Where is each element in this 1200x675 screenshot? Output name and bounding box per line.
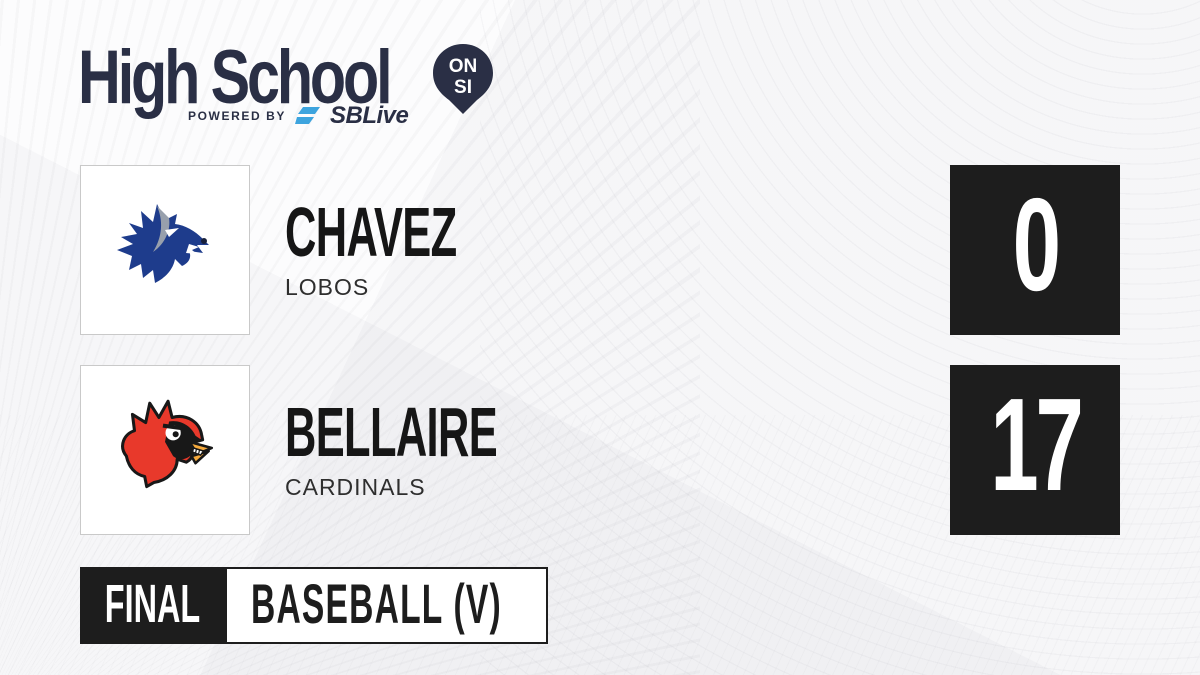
- team1-mascot: LOBOS: [285, 274, 370, 300]
- team1-name: CHAVEZ: [285, 193, 457, 271]
- team2-score: 17: [989, 371, 1084, 518]
- team2-score-box: 17: [950, 365, 1120, 535]
- team2-logo-box: [80, 365, 250, 535]
- status-bar: FINAL BASEBALL (V): [80, 567, 548, 644]
- powered-by-label: POWERED BY: [188, 109, 287, 123]
- final-label: FINAL: [104, 573, 201, 634]
- team1-name-block: CHAVEZ LOBOS: [285, 165, 845, 335]
- powered-by-row: POWERED BY SBLive: [188, 102, 409, 129]
- team2-name: BELLAIRE: [285, 393, 498, 471]
- final-badge: FINAL: [80, 567, 225, 644]
- event-label: BASEBALL (V): [251, 571, 502, 635]
- team1-score-box: 0: [950, 165, 1120, 335]
- pin-text-on: ON: [449, 56, 478, 77]
- team1-score: 0: [1012, 171, 1060, 318]
- team1-logo-box: [80, 165, 250, 335]
- background-curved-lines: [480, 0, 1200, 675]
- on-si-pin-icon: ON SI: [433, 44, 493, 114]
- team2-name-block: BELLAIRE CARDINALS: [285, 365, 845, 535]
- cardinal-logo-icon: [121, 399, 214, 489]
- sblive-wordmark: SBLive: [330, 102, 409, 129]
- sblive-mark-icon: [295, 107, 321, 124]
- brand-title: High School: [78, 35, 393, 120]
- event-badge: BASEBALL (V): [225, 567, 548, 644]
- wolf-logo-icon: [117, 204, 209, 283]
- team2-mascot: CARDINALS: [285, 474, 426, 500]
- pin-text-si: SI: [454, 77, 472, 98]
